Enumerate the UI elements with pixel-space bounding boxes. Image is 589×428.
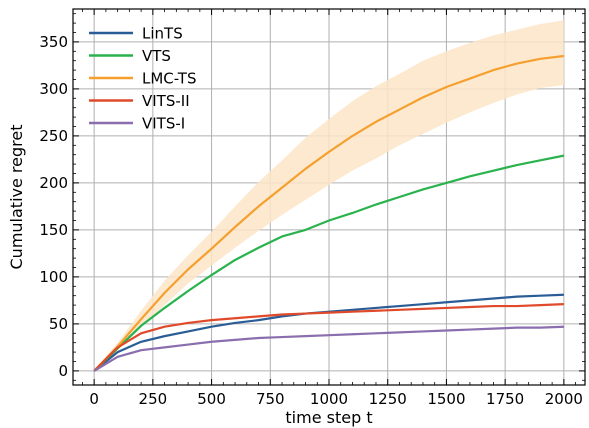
y-tick-label: 100 bbox=[39, 268, 68, 286]
legend-entry: VITS-II bbox=[142, 92, 190, 110]
band-lmc-ts bbox=[94, 20, 564, 371]
axis-ticks: 0 250 500 750 1000 1250 1500 1750 2000 0 50 100 150 2… bbox=[39, 9, 585, 408]
line-lmc-ts bbox=[93, 54, 564, 372]
x-axis-label: time step t bbox=[285, 408, 372, 427]
x-tick-label: 0 bbox=[89, 390, 99, 408]
x-tick-label: 1000 bbox=[310, 390, 348, 408]
legend-entry: VTS bbox=[142, 47, 171, 65]
y-tick-label: 50 bbox=[49, 315, 68, 333]
y-axis-label: Cumulative regret bbox=[7, 125, 26, 270]
x-tick-label: 2000 bbox=[545, 390, 583, 408]
legend-entry: VITS-I bbox=[142, 115, 185, 133]
line-vts bbox=[93, 154, 565, 372]
y-tick-label: 200 bbox=[39, 174, 68, 192]
x-tick-label: 1750 bbox=[486, 390, 524, 408]
y-tick-label: 150 bbox=[39, 221, 68, 239]
x-tick-label: 1250 bbox=[369, 390, 407, 408]
y-tick-label: 300 bbox=[39, 80, 68, 98]
legend: LinTS VTS LMC-TS VITS-II VITS-I bbox=[89, 25, 197, 133]
line-vits-i bbox=[93, 325, 564, 372]
x-tick-label: 750 bbox=[256, 390, 285, 408]
y-tick-label: 350 bbox=[39, 33, 68, 51]
series-lines bbox=[93, 54, 565, 372]
x-tick-label: 1500 bbox=[427, 390, 465, 408]
line-vits-ii bbox=[93, 303, 564, 372]
legend-entry: LinTS bbox=[142, 25, 183, 43]
y-tick-label: 0 bbox=[58, 362, 68, 380]
x-tick-label: 500 bbox=[197, 390, 226, 408]
x-tick-label: 250 bbox=[139, 390, 168, 408]
y-tick-label: 250 bbox=[39, 127, 68, 145]
legend-entry: LMC-TS bbox=[142, 70, 197, 88]
confidence-bands bbox=[94, 20, 564, 371]
